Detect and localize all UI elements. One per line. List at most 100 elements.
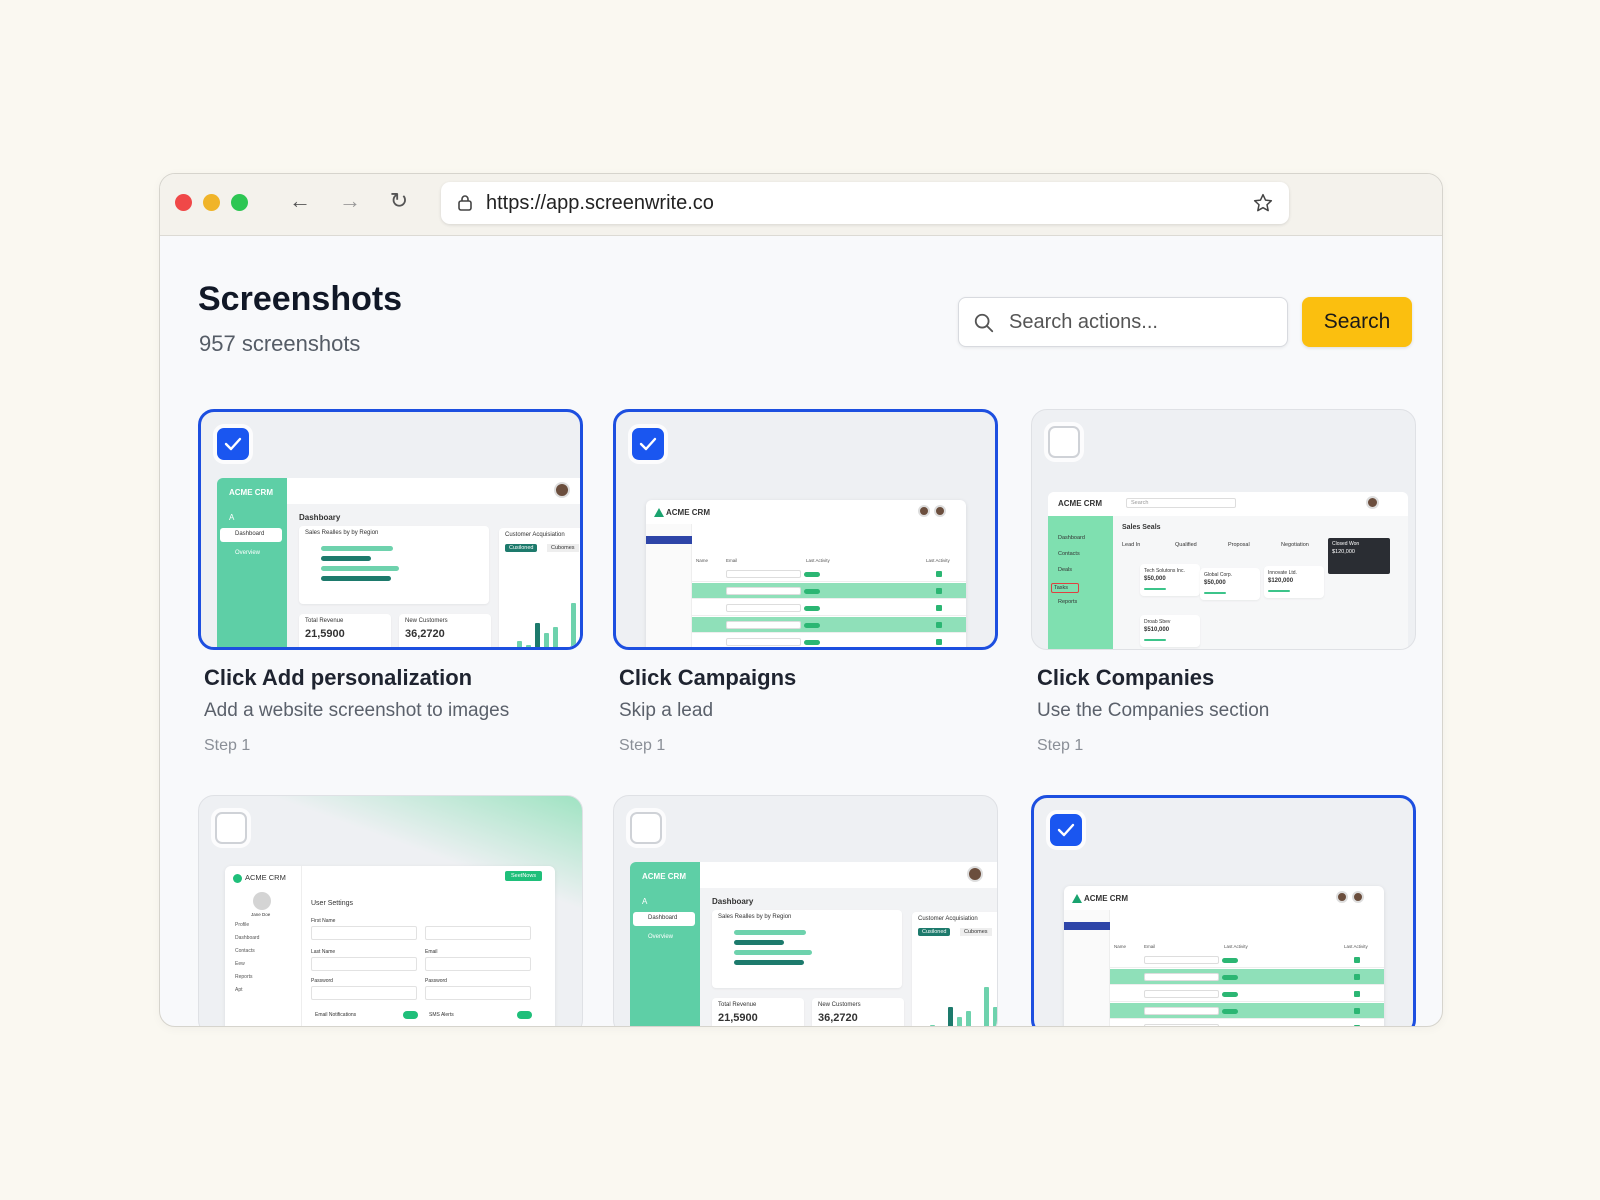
forward-arrow-icon[interactable]: →	[339, 188, 361, 213]
deal-progress	[1144, 639, 1166, 641]
kpi-label: New Customers	[405, 618, 448, 624]
select-checkbox[interactable]	[1048, 426, 1080, 458]
thumb-avatar	[918, 505, 930, 517]
thumb-tab: Cusiloned	[505, 544, 538, 552]
thumb-toggle	[517, 1011, 532, 1019]
thumb-action-button: SeetNows	[505, 871, 543, 881]
screenshot-card[interactable]: ACME CRM Search Dashboard Contacts Deals Task…	[1031, 409, 1416, 650]
deal-name: Global Corp.	[1204, 572, 1233, 578]
thumb-kpi-card: Total Revenue 21,5900	[712, 998, 804, 1026]
won-value: $120,000	[1332, 549, 1355, 555]
kpi-label: Total Revenue	[305, 618, 344, 624]
thumb-column-header: Email	[1144, 944, 1156, 949]
acq-bar	[984, 987, 989, 1026]
checkmark-icon	[639, 437, 657, 451]
star-icon[interactable]	[1253, 193, 1273, 213]
thumb-status-pill	[804, 640, 820, 645]
search-button[interactable]: Search	[1302, 297, 1412, 347]
chart-bar	[321, 556, 371, 561]
thumb-checkbox	[936, 622, 942, 628]
thumb-sidebar: ACME CRM A Dashboard Overview	[630, 862, 700, 1026]
thumb-dropdown	[726, 604, 801, 612]
thumb-nav-item: Apt	[235, 987, 243, 993]
deal-value: $510,000	[1144, 627, 1170, 633]
thumb-checkbox	[936, 639, 942, 645]
thumb-field-input	[425, 986, 531, 1000]
address-bar[interactable]: https://app.screenwrite.co	[441, 182, 1289, 224]
thumb-checkbox	[1354, 974, 1360, 980]
thumb-brand: ACME CRM	[1084, 894, 1128, 903]
thumb-page-title: User Settings	[311, 900, 354, 907]
thumb-stage: Qualified	[1175, 542, 1197, 548]
thumb-avatar	[1352, 891, 1364, 903]
select-checkbox[interactable]	[217, 428, 249, 460]
thumb-column-header: Name	[1114, 944, 1127, 949]
thumb-logo-icon	[1072, 894, 1082, 903]
thumb-logo-icon	[233, 874, 242, 883]
browser-window: ← → ↻ https://app.screenwrite.co Screens…	[159, 173, 1443, 1027]
screenshot-card[interactable]: ACME CRM A Dashboard Overview Dashboary Sales…	[613, 795, 998, 1026]
thumb-status-pill	[1222, 958, 1238, 963]
minimize-window-button[interactable]	[203, 194, 220, 211]
thumb-page-title: Dashboary	[299, 513, 341, 522]
thumb-field-label: Password	[425, 978, 447, 984]
thumb-field-label: Password	[311, 978, 333, 984]
deal-value: $120,000	[1268, 578, 1294, 584]
thumb-status-pill	[1222, 992, 1238, 997]
card-step: Step 1	[1037, 737, 1084, 754]
thumb-page-title: Dashboary	[712, 897, 754, 906]
thumb-chart-panel: Sales Realles by by Region	[712, 910, 902, 988]
card-step: Step 1	[619, 737, 666, 754]
search-input[interactable]	[1009, 298, 1279, 346]
reload-icon[interactable]: ↻	[389, 188, 409, 213]
thumb-nav-item: Dashboard	[648, 915, 678, 921]
chart-bar	[734, 930, 806, 935]
acq-bar	[553, 627, 558, 647]
acq-bar	[948, 1007, 953, 1026]
thumb-closed-won: Closed Won $120,000	[1328, 538, 1390, 574]
deal-name: Tech Solutons Inc.	[1144, 568, 1185, 574]
thumb-stage: Lead In	[1122, 542, 1141, 548]
screenshot-thumbnail: ACME CRM A Dashboard Overview Dashboary Sales…	[217, 478, 580, 647]
thumb-nav-item: Tasks	[1051, 583, 1080, 593]
thumb-avatar	[554, 482, 570, 498]
screenshot-card[interactable]: ACME CRM Name Email Last Activity Last Activ…	[613, 409, 998, 650]
thumb-field-input	[311, 986, 417, 1000]
screenshot-card[interactable]: ACME CRM A Dashboard Overview Dashboary Sales…	[198, 409, 583, 650]
thumb-nav-item: Dashboard	[235, 935, 260, 941]
chart-bar	[321, 566, 399, 571]
deal-progress	[1204, 592, 1226, 594]
thumb-dropdown	[1144, 1024, 1219, 1026]
thumb-nav-item: Profile	[235, 922, 250, 928]
thumb-chart-panel: Sales Realles by by Region	[299, 526, 489, 604]
thumb-brand: ACME CRM	[666, 508, 710, 517]
thumb-nav-active	[220, 528, 282, 542]
back-arrow-icon[interactable]: ←	[289, 188, 311, 213]
close-window-button[interactable]	[175, 194, 192, 211]
thumb-stage: Proposal	[1228, 542, 1250, 548]
thumb-divider	[301, 866, 302, 1026]
thumb-logo-icon: A	[642, 897, 648, 906]
select-checkbox[interactable]	[632, 428, 664, 460]
checkmark-icon	[224, 437, 242, 451]
select-checkbox[interactable]	[630, 812, 662, 844]
thumb-chart-title: Sales Realles by by Region	[718, 914, 792, 920]
thumb-logo-icon	[654, 508, 664, 517]
deal-progress	[1268, 590, 1290, 592]
chart-bar	[734, 960, 804, 965]
select-checkbox[interactable]	[1050, 814, 1082, 846]
select-checkbox[interactable]	[215, 812, 247, 844]
thumb-checkbox	[936, 571, 942, 577]
thumb-tab: Cubomes	[960, 928, 992, 936]
screenshot-card[interactable]: ACME CRM Name Email Last Activity Last Activ…	[1031, 795, 1416, 1026]
thumb-checkbox	[1354, 1025, 1360, 1026]
card-description: Skip a lead	[619, 700, 714, 721]
thumb-deal-card: Innovate Ltd. $120,000	[1264, 566, 1324, 598]
maximize-window-button[interactable]	[231, 194, 248, 211]
screenshot-card[interactable]: ACME CRM SeetNows Jane Doe Profile Dashboard…	[198, 795, 583, 1026]
kpi-value: 21,5900	[305, 628, 345, 640]
thumb-column-header: Last Activity	[1224, 944, 1248, 949]
thumb-kpi-card: New Customers 36,2720	[399, 614, 491, 647]
search-box	[958, 297, 1288, 347]
thumb-nav-active	[1064, 922, 1110, 930]
